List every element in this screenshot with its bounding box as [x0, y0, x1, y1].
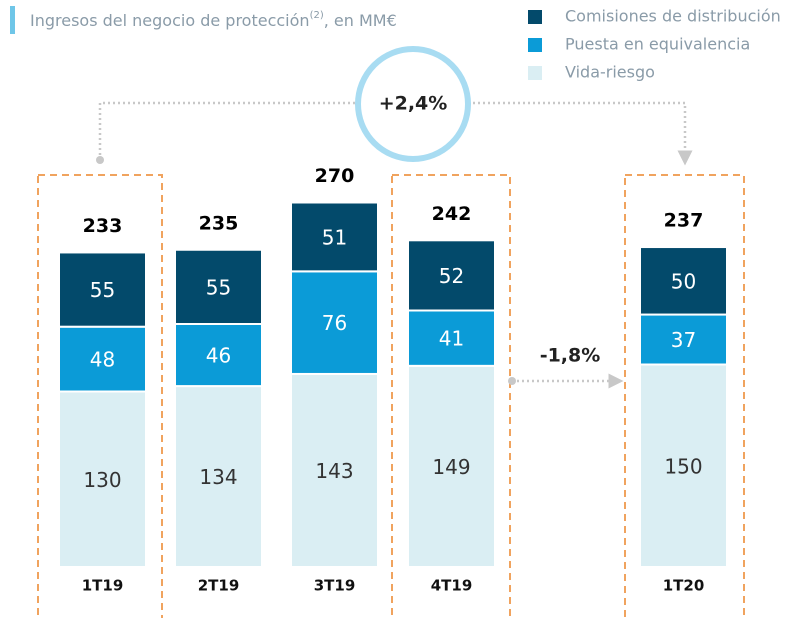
total-label: 270 — [315, 165, 355, 187]
legend-swatch — [528, 10, 542, 24]
value-label: 55 — [206, 275, 231, 299]
growth-circle — [355, 46, 471, 162]
annotation: -1,8% — [540, 345, 601, 367]
value-label: 149 — [432, 455, 470, 479]
bar-segment — [639, 313, 728, 366]
total-label: 233 — [83, 215, 123, 237]
bar-segment — [290, 201, 379, 273]
value-label: 51 — [322, 225, 347, 249]
bar-segment — [58, 251, 147, 328]
connector-dot — [508, 377, 516, 385]
highlight-box — [391, 174, 511, 618]
bar-segment — [58, 390, 147, 568]
value-label: 130 — [83, 468, 121, 492]
legend-label: Comisiones de distribución — [565, 7, 781, 26]
chart-title: Ingresos del negocio de protección(2), e… — [30, 10, 397, 30]
total-label: 237 — [664, 210, 704, 232]
highlight-box — [37, 174, 163, 618]
x-tick-label: 3T19 — [314, 577, 356, 595]
bar-segment — [290, 270, 379, 375]
x-tick-label: 1T20 — [663, 577, 705, 595]
value-label: 50 — [671, 269, 696, 293]
connector-dot — [96, 156, 104, 164]
bar-segment — [290, 372, 379, 569]
bar-segment — [639, 363, 728, 568]
value-label: 150 — [664, 454, 702, 478]
bar-segment — [174, 248, 263, 325]
total-label: 235 — [199, 212, 239, 234]
value-label: 55 — [90, 278, 115, 302]
total-label: 242 — [432, 203, 472, 225]
value-label: 48 — [90, 348, 115, 372]
value-label: 143 — [315, 459, 353, 483]
value-label: 41 — [439, 327, 464, 351]
bar-segment — [407, 239, 496, 312]
value-label: 37 — [671, 328, 696, 352]
legend-label: Puesta en equivalencia — [565, 35, 750, 54]
value-label: 76 — [322, 311, 347, 335]
bar-segment — [58, 325, 147, 393]
legend-swatch — [528, 66, 542, 80]
highlight-box — [624, 174, 745, 618]
legend-swatch — [528, 38, 542, 52]
bar-segment — [639, 246, 728, 316]
x-tick-label: 1T19 — [82, 577, 124, 595]
legend-label: Vida-riesgo — [565, 63, 655, 82]
bar-segment — [407, 364, 496, 568]
value-label: 52 — [439, 264, 464, 288]
value-label: 134 — [199, 465, 237, 489]
annotation: +2,4% — [379, 93, 448, 115]
x-tick-label: 4T19 — [431, 577, 473, 595]
title-accent — [10, 6, 15, 34]
x-tick-label: 2T19 — [198, 577, 240, 595]
value-label: 46 — [206, 344, 231, 368]
